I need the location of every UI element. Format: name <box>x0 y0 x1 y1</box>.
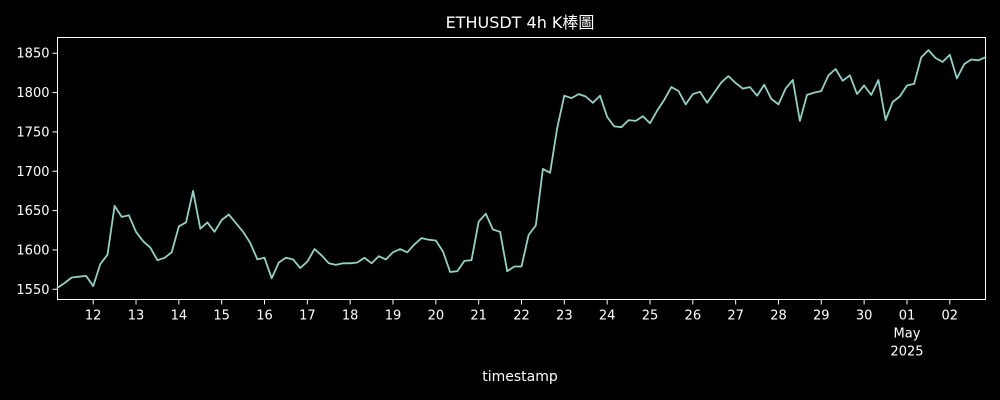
x-tick-label: 14 <box>171 309 188 324</box>
x-tick-label: 21 <box>470 309 487 324</box>
x-tick-label: 01 <box>899 309 916 324</box>
y-tick-label: 1800 <box>16 86 49 101</box>
x-tick-label: 27 <box>727 309 744 324</box>
x-tick-label: 23 <box>556 309 573 324</box>
y-tick-label: 1850 <box>16 47 49 62</box>
y-tick-label: 1600 <box>16 243 49 258</box>
x-tick-label: 25 <box>642 309 659 324</box>
chart-title: ETHUSDT 4h K棒圖 <box>446 13 595 32</box>
y-axis: 1550 1600 1650 1700 1750 1800 1850 <box>16 47 58 298</box>
x-tick-label: 15 <box>213 309 230 324</box>
x-tick-label: 13 <box>128 309 145 324</box>
price-line <box>56 49 987 289</box>
y-tick-label: 1650 <box>16 204 49 219</box>
x-tick-label: 02 <box>942 309 959 324</box>
x-tick-label: 30 <box>856 309 873 324</box>
y-tick-label: 1700 <box>16 165 49 180</box>
x-tick-label: 20 <box>428 309 445 324</box>
x-tick-label: May <box>894 327 921 342</box>
y-tick-label: 1550 <box>16 283 49 298</box>
x-tick-label: 29 <box>813 309 830 324</box>
x-tick-label: 28 <box>770 309 787 324</box>
x-tick-label: 16 <box>256 309 273 324</box>
x-tick-label: 18 <box>342 309 359 324</box>
plot-frame <box>57 37 986 300</box>
x-tick-label: 2025 <box>890 345 923 360</box>
x-tick-label: 26 <box>685 309 702 324</box>
series-group <box>56 49 987 289</box>
y-tick-label: 1750 <box>16 125 49 140</box>
x-tick-label: 19 <box>385 309 402 324</box>
x-tick-label: 22 <box>513 309 530 324</box>
x-axis: 12 13 14 15 16 17 18 19 20 21 22 23 24 25 26 27 28 29 30 01… <box>85 299 959 360</box>
x-tick-label: 12 <box>85 309 102 324</box>
x-tick-label: 24 <box>599 309 616 324</box>
x-tick-label: 17 <box>299 309 316 324</box>
x-axis-label: timestamp <box>482 369 558 385</box>
